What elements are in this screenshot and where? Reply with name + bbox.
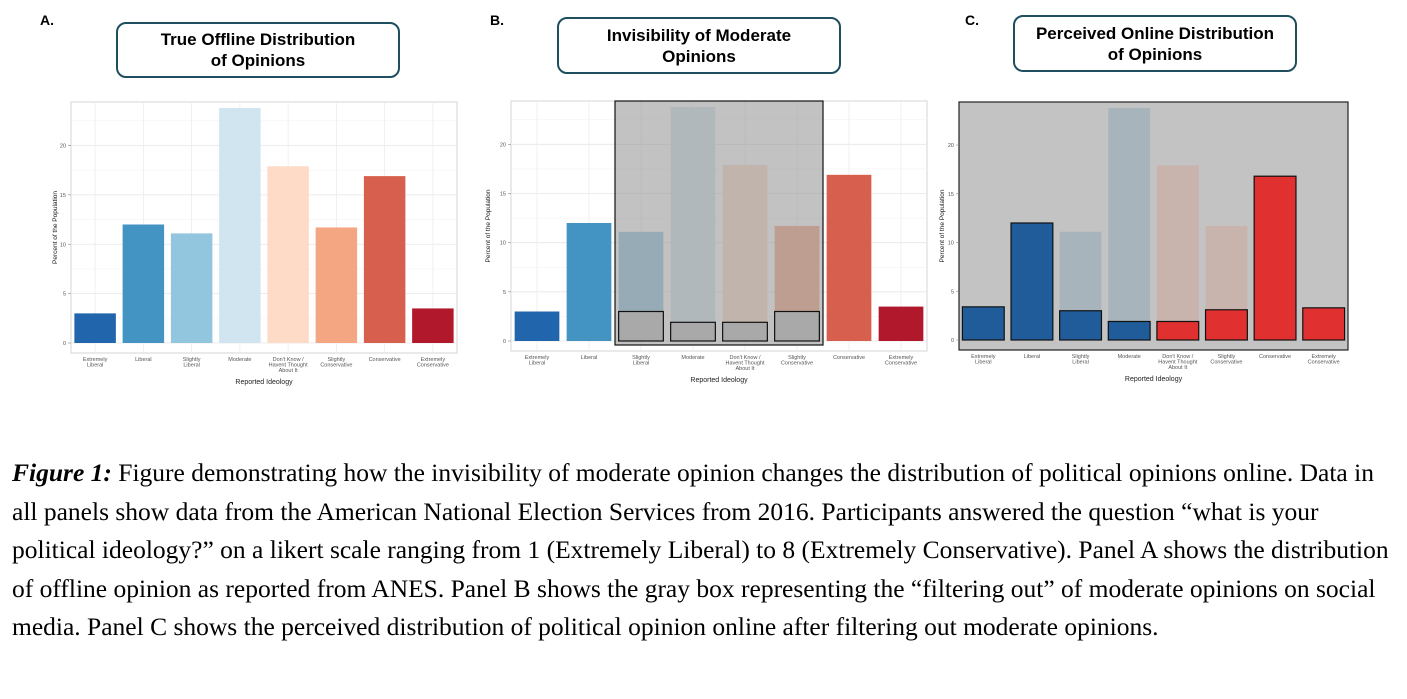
x-tick-label: Moderate xyxy=(681,355,704,361)
y-tick-label: 15 xyxy=(500,192,506,198)
panel-title-box: Perceived Online Distribution of Opinion… xyxy=(1013,15,1297,72)
y-axis-label: Percent of the Population xyxy=(52,191,59,264)
bar xyxy=(74,313,116,343)
x-tick-label: Moderate xyxy=(1118,354,1141,360)
panel-title: True Offline Distribution of Opinions xyxy=(160,30,356,70)
bar xyxy=(122,224,165,343)
x-tick-label: Liberal xyxy=(135,357,152,363)
bar xyxy=(1059,310,1103,341)
panel-letter: A. xyxy=(40,12,54,28)
x-tick-label: Slightly Conservative xyxy=(1210,354,1242,366)
x-tick-label: Extremely Conservative xyxy=(885,355,917,367)
x-axis-label: Reported Ideology xyxy=(690,377,748,384)
visible-bar xyxy=(722,321,768,342)
y-tick-label: 0 xyxy=(951,338,954,344)
bar xyxy=(1204,309,1248,341)
bar xyxy=(219,107,261,343)
x-tick-label: Conservative xyxy=(1259,354,1291,360)
x-tick-label: Extremely Liberal xyxy=(971,354,996,366)
ghost-bar xyxy=(1108,107,1151,340)
bar xyxy=(1302,307,1346,341)
visible-bar xyxy=(618,310,664,342)
bar xyxy=(514,311,560,341)
panel-c: C. Perceived Online Distribution of Opin… xyxy=(935,0,1405,400)
y-axis-label: Percent of the Population xyxy=(939,189,946,262)
x-axis-label: Reported Ideology xyxy=(235,379,293,386)
caption-text: Figure demonstrating how the invisibilit… xyxy=(12,458,1389,641)
x-tick-label: Liberal xyxy=(1024,354,1041,360)
y-tick-label: 5 xyxy=(63,292,66,298)
x-tick-label: Extremely Liberal xyxy=(83,357,108,369)
y-tick-label: 5 xyxy=(503,290,506,296)
panel-a: A. True Offline Distribution of Opinions… xyxy=(0,0,470,400)
x-tick-label: Liberal xyxy=(581,355,598,361)
panel-title-box: Invisibility of Moderate Opinions xyxy=(557,17,841,74)
ghost-bar xyxy=(1156,165,1199,340)
y-tick-label: 0 xyxy=(63,341,66,347)
x-tick-label: Don't Know / Havent Thought About It xyxy=(725,355,765,372)
y-tick-label: 10 xyxy=(60,242,66,248)
y-tick-label: 5 xyxy=(951,289,954,295)
y-tick-label: 10 xyxy=(948,241,954,247)
bar xyxy=(826,174,872,341)
panel-letter: C. xyxy=(965,12,979,28)
x-tick-label: Slightly Conservative xyxy=(781,355,813,367)
bar xyxy=(363,176,406,343)
x-tick-label: Don't Know / Havent Thought About It xyxy=(269,357,309,374)
bar xyxy=(878,306,924,341)
x-tick-label: Slightly Conservative xyxy=(320,357,352,369)
bar xyxy=(412,308,454,343)
panel-title-box: True Offline Distribution of Opinions xyxy=(116,22,400,78)
figure-caption: Figure 1: Figure demonstrating how the i… xyxy=(12,454,1397,647)
y-tick-label: 15 xyxy=(948,192,954,198)
bar xyxy=(315,227,358,343)
bar xyxy=(267,166,309,343)
panel-b: B. Invisibility of Moderate Opinions 0 5 1… xyxy=(470,0,935,400)
chart-a: 0 5 10 15 20 Extremely Liberal Liberal Slightly L… xyxy=(52,101,458,386)
x-tick-label: Slightly Liberal xyxy=(183,357,201,369)
x-tick-label: Conservative xyxy=(833,355,865,361)
y-tick-label: 15 xyxy=(60,193,66,199)
y-tick-label: 10 xyxy=(500,241,506,247)
x-tick-label: Slightly Liberal xyxy=(1072,354,1090,366)
panel-title: Perceived Online Distribution of Opinion… xyxy=(1035,23,1275,64)
bar xyxy=(961,306,1005,341)
visible-bar xyxy=(670,321,716,342)
bar xyxy=(1010,222,1054,341)
x-tick-label: Extremely Conservative xyxy=(417,357,449,369)
y-tick-label: 0 xyxy=(503,339,506,345)
x-tick-label: Moderate xyxy=(228,357,251,363)
bar xyxy=(170,233,213,343)
y-axis-label: Percent of the Population xyxy=(485,189,492,262)
y-tick-label: 20 xyxy=(948,143,954,149)
x-tick-label: Slightly Liberal xyxy=(632,355,650,367)
panel-title: Invisibility of Moderate Opinions xyxy=(606,25,792,66)
bar xyxy=(1156,320,1200,341)
y-tick-label: 20 xyxy=(60,144,66,150)
x-tick-label: Don't Know / Havent Thought About It xyxy=(1158,354,1198,371)
visible-bar xyxy=(774,310,820,342)
bar xyxy=(566,223,612,341)
chart-b: 0 5 10 15 20 Extremely Liberal Liberal Slightly L… xyxy=(485,100,928,384)
bar xyxy=(1107,320,1151,341)
x-axis-label: Reported Ideology xyxy=(1125,376,1183,383)
x-tick-label: Extremely Conservative xyxy=(1308,354,1340,366)
filter-overlay-box xyxy=(614,100,824,346)
y-tick-label: 20 xyxy=(500,142,506,148)
x-tick-label: Conservative xyxy=(369,357,401,363)
x-tick-label: Extremely Liberal xyxy=(525,355,550,367)
figure-label: Figure 1: xyxy=(12,458,112,487)
panel-letter: B. xyxy=(490,12,504,28)
bar xyxy=(1253,175,1297,341)
chart-c: 0 5 10 15 20 Extremely Liberal Liberal Slightly L… xyxy=(939,101,1349,383)
